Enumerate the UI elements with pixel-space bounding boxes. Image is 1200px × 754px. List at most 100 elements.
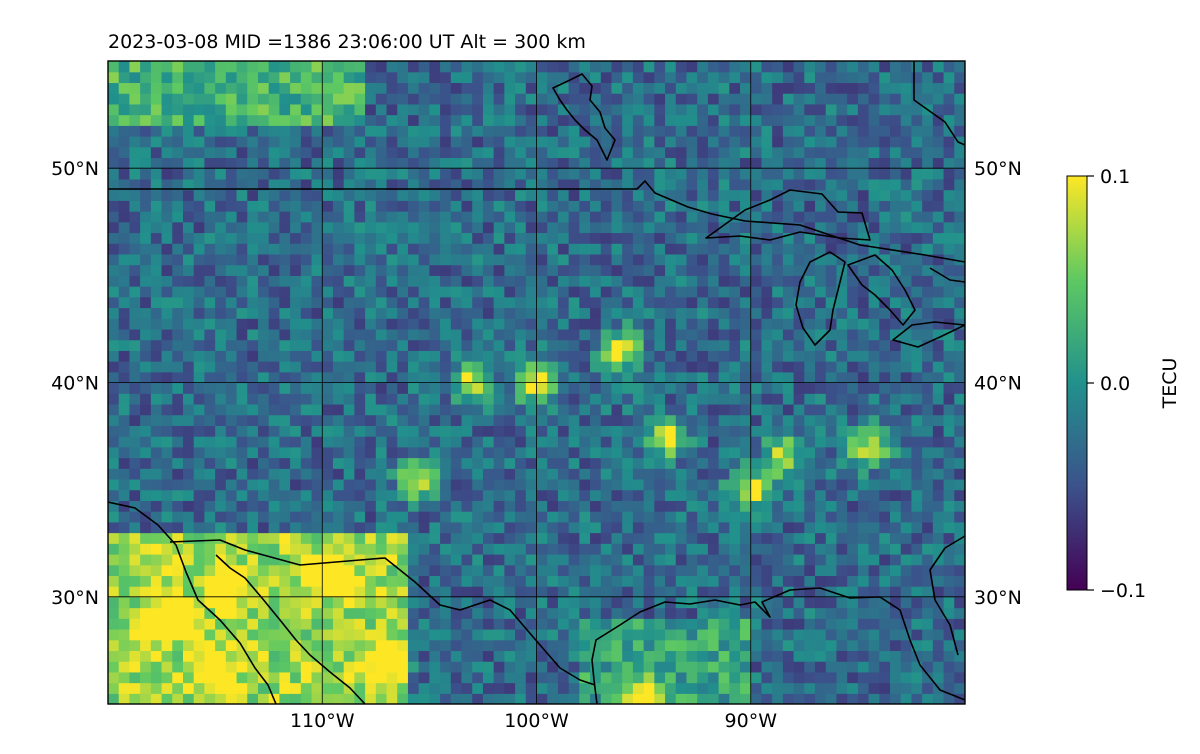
heatmap-cell [268,393,280,405]
heatmap-cell [579,618,591,630]
heatmap-cell [675,318,688,330]
heatmap-cell [450,628,463,641]
heatmap-cell [236,607,248,619]
heatmap-cell [536,382,548,394]
heatmap-cell [890,468,902,480]
heatmap-cell [890,103,902,116]
heatmap-cell [943,82,955,94]
heatmap-cell [150,564,163,576]
heatmap-cell [707,253,720,266]
heatmap-cell [590,339,602,351]
heatmap-cell [868,425,880,437]
heatmap-cell [311,361,323,373]
heatmap-cell [386,125,398,137]
heatmap-cell [386,200,398,212]
heatmap-cell [686,586,698,598]
heatmap-cell [332,521,345,534]
heatmap-cell [150,478,163,491]
heatmap-cell [697,693,709,704]
heatmap-cell [911,93,923,105]
heatmap-cell [900,200,913,212]
lake-erie-ontario [892,321,965,348]
colorbar-ticks: 0.10.0−0.1 [1087,166,1146,602]
heatmap-cell [247,543,259,555]
heatmap-cell [707,639,720,652]
heatmap-cell [568,189,580,201]
heatmap-cell [279,382,291,394]
heatmap-cell [440,361,452,373]
heatmap-cell [150,189,163,201]
heatmap-cell [804,586,816,598]
heatmap-cell [590,125,602,137]
heatmap-cell [193,61,206,73]
heatmap-cell [129,532,141,544]
heatmap-cell [686,500,698,512]
heatmap-cell [761,682,773,694]
heatmap-cell [557,489,570,501]
heatmap-cell [407,275,420,287]
heatmap-cell [300,371,313,384]
heatmap-cell [343,328,355,341]
heatmap-cell [343,586,355,598]
heatmap-cell [804,543,816,555]
heatmap-cell [161,61,173,73]
heatmap-cell [782,425,795,437]
heatmap-cell [108,543,120,555]
heatmap-cell [172,628,184,641]
heatmap-cell [268,682,280,694]
heatmap-cell [365,275,377,287]
heatmap-cell [354,71,366,84]
heatmap-cell [707,114,720,126]
heatmap-cell [804,125,816,137]
heatmap-cell [932,232,945,244]
heatmap-cell [247,500,259,512]
heatmap-cell [279,628,291,641]
heatmap-cell [322,339,334,351]
heatmap-cell [943,553,955,566]
heatmap-cell [804,71,816,84]
heatmap-cell [140,232,152,244]
heatmap-cell [300,414,313,426]
heatmap-cell [450,136,463,148]
heatmap-cell [322,521,334,534]
heatmap-cell [311,436,323,448]
heatmap-cell [375,286,388,298]
heatmap-cell [450,532,463,544]
heatmap-cell [857,82,870,94]
heatmap-cell [600,328,613,341]
heatmap-cell [504,553,516,566]
heatmap-cell [204,361,216,373]
heatmap-cell [150,307,163,319]
heatmap-cell [129,639,141,652]
heatmap-cell [665,661,677,673]
heatmap-cell [515,157,527,169]
heatmap-cell [707,168,720,180]
heatmap-cell [557,253,570,266]
heatmap-cell [665,264,677,276]
heatmap-cell [118,264,131,276]
heatmap-cell [793,521,805,534]
heatmap-cell [215,414,227,426]
heatmap-cell [290,221,302,234]
heatmap-cell [772,639,784,652]
heatmap-cell [418,596,430,609]
heatmap-cell [868,457,880,469]
heatmap-cell [793,178,805,191]
heatmap-cell [332,511,345,523]
heatmap-cell [322,489,334,501]
heatmap-cell [772,414,784,426]
heatmap-cell [943,425,955,437]
heatmap-cell [718,361,730,373]
heatmap-cell [836,361,848,373]
heatmap-cell [611,114,623,126]
heatmap-cell [108,628,120,641]
heatmap-cell [568,243,580,255]
heatmap-cell [911,393,923,405]
heatmap-cell [954,286,965,298]
heatmap-cell [879,478,891,491]
heatmap-cell [365,339,377,351]
heatmap-cell [182,553,195,566]
heatmap-cell [804,650,816,662]
heatmap-cell [686,339,698,351]
heatmap-cell [525,371,538,384]
